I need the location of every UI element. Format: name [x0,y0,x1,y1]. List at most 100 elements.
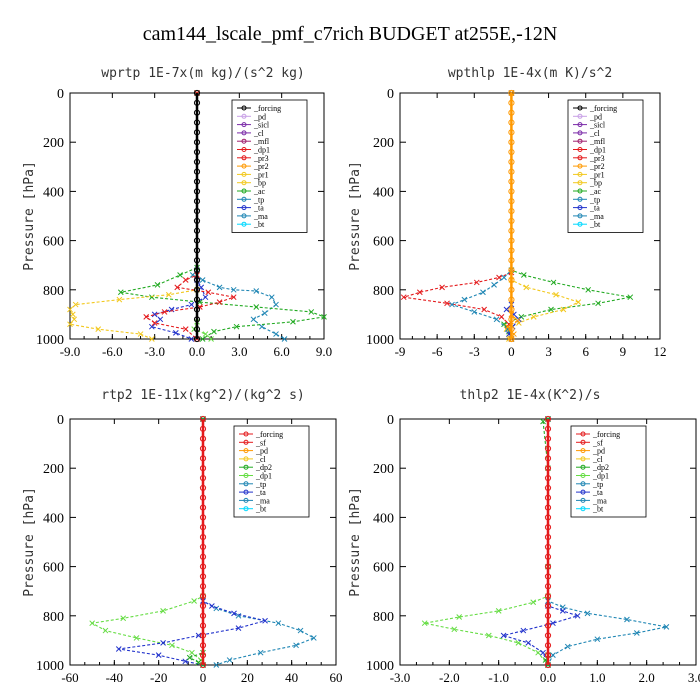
data-point [520,272,527,278]
y-axis-label: Pressure [hPa] [348,161,363,271]
legend-label: _bt [589,220,601,229]
legend-marker [241,138,247,144]
data-point [508,276,515,284]
panel-wpthlp: wpthlp 1E-4x(m K)/s^2 Pressure [hPa] -9 -… [348,66,667,359]
legend-label: _ta [589,204,600,213]
x-tick-label: 12 [654,344,667,359]
legend-marker [580,464,586,470]
data-point [193,267,201,274]
data-point [195,632,202,639]
data-point [193,198,201,205]
data-point [253,304,260,310]
data-point [550,652,556,659]
y-tick-label: 200 [43,462,64,477]
data-point [188,301,195,308]
y-tick-label: 800 [43,284,64,299]
legend-marker [580,431,586,437]
data-point [508,188,515,195]
data-point [508,148,515,156]
panel-title: thlp2 1E-4x(K^2)/s [460,388,601,403]
data-point [508,227,515,234]
x-tick-label: 6 [582,344,589,359]
data-point [544,415,552,423]
data-point [120,615,127,622]
legend-marker [243,481,249,487]
data-point [559,608,566,614]
legend-label: _ma [589,212,604,221]
data-point [523,284,530,291]
data-point [199,445,207,452]
legend-label: _tp [255,480,266,489]
legend-label: _mfl [253,137,270,146]
data-point [193,227,201,234]
legend-label: _pd [253,112,266,121]
legend-label: _cl [253,129,265,138]
x-tick-label: 6.0 [274,344,290,359]
data-point [544,622,552,629]
legend-marker [243,464,249,470]
data-point [182,326,189,333]
data-point [540,418,546,425]
data-point [544,425,552,432]
data-point [544,533,552,541]
data-point [189,649,195,656]
x-tick-label: -3.0 [144,344,165,359]
legend-label: _bt [592,505,604,514]
legend-marker [241,205,247,211]
x-tick-label: 3.0 [688,670,700,685]
data-point [500,632,507,639]
data-point [199,504,207,511]
data-point [262,617,268,624]
legend-marker [577,213,583,219]
data-point [193,326,201,333]
y-tick-label: 600 [373,235,394,250]
legend-label: _tp [592,480,603,489]
legend-marker [243,448,249,454]
legend-marker [241,163,247,169]
data-point [553,291,559,298]
legend-label: _sf [255,438,266,447]
legend-marker [241,130,247,136]
data-point [193,207,201,215]
data-point [67,321,73,328]
x-tick-label: -60 [61,670,78,685]
data-point [449,301,455,308]
data-point [67,306,73,313]
data-point [281,336,288,342]
data-point [72,301,79,308]
data-point [544,504,552,511]
data-point [273,331,279,337]
data-point [199,543,207,551]
y-tick-label: 1000 [366,333,394,348]
data-point [161,309,168,315]
legend-marker [241,155,247,161]
data-point [633,630,640,636]
legend-marker [580,456,586,462]
data-point [89,620,96,627]
data-point [199,553,207,560]
legend-marker [241,147,247,152]
data-point [544,465,552,472]
legend-label: _sicl [589,121,606,130]
data-point [268,294,275,301]
data-point [508,109,515,116]
data-point [544,642,552,649]
y-tick-label: 800 [43,610,64,625]
data-point [202,294,209,301]
panel-wprtp: wprtp 1E-7x(m kg)/(s^2 kg) Pressure [hPa… [22,66,332,359]
data-point [564,643,571,650]
data-point [199,415,207,423]
data-point [148,323,155,330]
figure-title: cam144_lscale_pmf_c7rich BUDGET at255E,-… [143,23,558,45]
series-line-tp [547,419,667,666]
series-line-pr1 [68,93,198,340]
data-point [137,331,144,337]
data-point [199,632,207,639]
legend-marker [577,155,583,161]
data-point [193,316,201,323]
y-tick-label: 0 [57,87,64,102]
data-point [439,284,445,291]
legend-marker [580,439,586,445]
data-point [508,335,515,343]
x-tick-label: 0 [200,670,207,685]
